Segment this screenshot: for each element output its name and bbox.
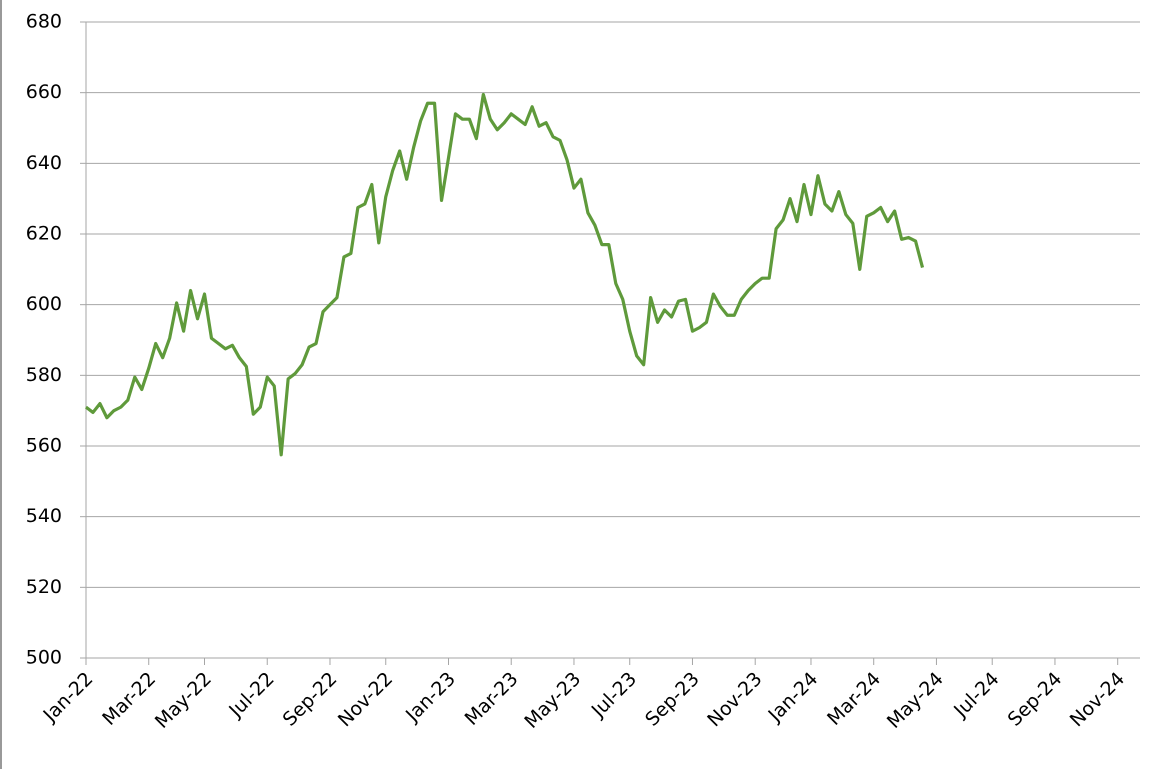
x-tick-label: Sep-24 — [1004, 668, 1067, 731]
y-tick-label: 680 — [26, 11, 62, 33]
y-tick-label: 560 — [26, 435, 62, 457]
x-tick-label: Jul-23 — [587, 668, 641, 722]
x-tick-label: Mar-24 — [823, 668, 885, 730]
x-tick-label: Nov-24 — [1066, 668, 1129, 731]
x-tick-label: Nov-22 — [334, 668, 397, 731]
data-line — [85, 92, 925, 457]
y-tick-label: 500 — [26, 647, 62, 669]
x-tick-label: May-23 — [520, 668, 585, 733]
x-tick-label: Nov-23 — [703, 668, 766, 731]
x-tick-label: May-22 — [151, 668, 216, 733]
y-tick-label: 540 — [26, 505, 62, 527]
x-tick-label: Jul-24 — [949, 668, 1003, 722]
x-tick-label: Jan-23 — [401, 668, 460, 727]
x-tick-label: Mar-23 — [461, 668, 523, 730]
y-tick-label: 640 — [26, 152, 62, 174]
y-tick-label: 660 — [26, 81, 62, 103]
x-tick-label: Mar-22 — [98, 668, 160, 730]
x-tick-label: Sep-23 — [641, 668, 704, 731]
y-tick-label: 580 — [26, 364, 62, 386]
x-tick-label: Jul-22 — [224, 668, 278, 722]
x-tick-label: Jan-24 — [763, 668, 822, 727]
y-tick-label: 620 — [26, 223, 62, 245]
y-tick-label: 600 — [26, 293, 62, 315]
x-tick-label: Sep-22 — [279, 668, 342, 731]
x-tick-label: Jan-22 — [39, 668, 98, 727]
y-tick-label: 520 — [26, 576, 62, 598]
x-tick-label: May-24 — [883, 668, 948, 733]
